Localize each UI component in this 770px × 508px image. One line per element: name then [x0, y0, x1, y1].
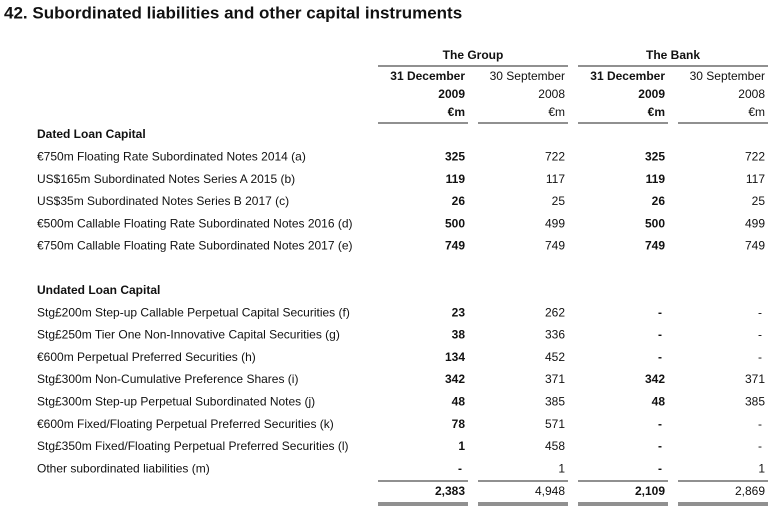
column-header: €m	[548, 105, 565, 119]
cell: 499	[545, 216, 565, 230]
cell: -	[758, 328, 762, 342]
cell: 117	[746, 172, 765, 186]
row-label: Stg£200m Step-up Callable Perpetual Capi…	[37, 305, 350, 319]
column-header: 2008	[738, 87, 765, 101]
total-cell: 4,948	[535, 484, 565, 498]
cell: -	[658, 350, 662, 364]
cell: 722	[545, 149, 565, 163]
cell: 500	[445, 216, 465, 230]
cell: 48	[652, 394, 666, 408]
cell: 749	[445, 239, 465, 253]
cell: 325	[445, 149, 465, 163]
cell: 25	[552, 194, 566, 208]
cell: 26	[452, 194, 466, 208]
cell: 78	[452, 417, 466, 431]
column-header: 2008	[538, 87, 565, 101]
section-heading: Undated Loan Capital	[37, 283, 160, 297]
page-title: 42. Subordinated liabilities and other c…	[4, 3, 462, 22]
cell: 1	[458, 439, 465, 453]
cell: 499	[745, 216, 765, 230]
row-label: US$35m Subordinated Notes Series B 2017 …	[37, 194, 289, 208]
cell: 119	[646, 172, 666, 186]
column-header: €m	[748, 105, 765, 119]
cell: 342	[645, 372, 665, 386]
cell: 262	[545, 305, 565, 319]
cell: 342	[445, 372, 465, 386]
cell: 385	[745, 394, 765, 408]
group-header: The Group	[443, 48, 504, 62]
cell: -	[658, 439, 662, 453]
cell: 385	[545, 394, 565, 408]
row-label: Other subordinated liabilities (m)	[37, 461, 210, 475]
row-label: €600m Fixed/Floating Perpetual Preferred…	[37, 417, 334, 431]
cell: 452	[545, 350, 565, 364]
column-header: 2009	[638, 87, 665, 101]
cell: -	[658, 417, 662, 431]
row-label: €750m Floating Rate Subordinated Notes 2…	[37, 149, 306, 163]
column-header: €m	[648, 105, 665, 119]
cell: -	[458, 461, 462, 475]
row-label: €600m Perpetual Preferred Securities (h)	[37, 350, 256, 364]
cell: 117	[546, 172, 565, 186]
cell: 134	[445, 350, 465, 364]
cell: -	[658, 461, 662, 475]
cell: 749	[645, 239, 665, 253]
cell: 571	[545, 417, 565, 431]
column-header: 2009	[438, 87, 465, 101]
cell: 325	[645, 149, 665, 163]
cell: -	[658, 328, 662, 342]
cell: 722	[745, 149, 765, 163]
cell: 38	[452, 328, 466, 342]
row-label: €500m Callable Floating Rate Subordinate…	[37, 216, 353, 230]
column-header: €m	[448, 105, 465, 119]
group-header: The Bank	[646, 48, 700, 62]
column-header: 30 September	[690, 69, 765, 83]
cell: -	[758, 439, 762, 453]
row-label: Stg£300m Step-up Perpetual Subordinated …	[37, 394, 315, 408]
total-cell: 2,869	[735, 484, 765, 498]
cell: 23	[452, 305, 466, 319]
column-header: 31 December	[390, 69, 465, 83]
section-heading: Dated Loan Capital	[37, 127, 146, 141]
cell: -	[758, 305, 762, 319]
cell: 458	[545, 439, 565, 453]
row-label: Stg£250m Tier One Non-Innovative Capital…	[37, 328, 340, 342]
cell: 500	[645, 216, 665, 230]
cell: 1	[758, 461, 765, 475]
cell: 26	[652, 194, 666, 208]
cell: 749	[545, 239, 565, 253]
column-header: 30 September	[490, 69, 565, 83]
cell: 1	[558, 461, 565, 475]
row-label: €750m Callable Floating Rate Subordinate…	[37, 239, 353, 253]
cell: 48	[452, 394, 466, 408]
cell: 371	[745, 372, 765, 386]
cell: 371	[545, 372, 565, 386]
row-label: Stg£300m Non-Cumulative Preference Share…	[37, 372, 298, 386]
cell: 749	[745, 239, 765, 253]
cell: -	[658, 305, 662, 319]
row-label: US$165m Subordinated Notes Series A 2015…	[37, 172, 295, 186]
cell: -	[758, 350, 762, 364]
total-cell: 2,383	[435, 484, 465, 498]
cell: 119	[446, 172, 466, 186]
cell: 336	[545, 328, 565, 342]
row-label: Stg£350m Fixed/Floating Perpetual Prefer…	[37, 439, 348, 453]
cell: 25	[752, 194, 766, 208]
total-cell: 2,109	[635, 484, 665, 498]
cell: -	[758, 417, 762, 431]
column-header: 31 December	[590, 69, 665, 83]
